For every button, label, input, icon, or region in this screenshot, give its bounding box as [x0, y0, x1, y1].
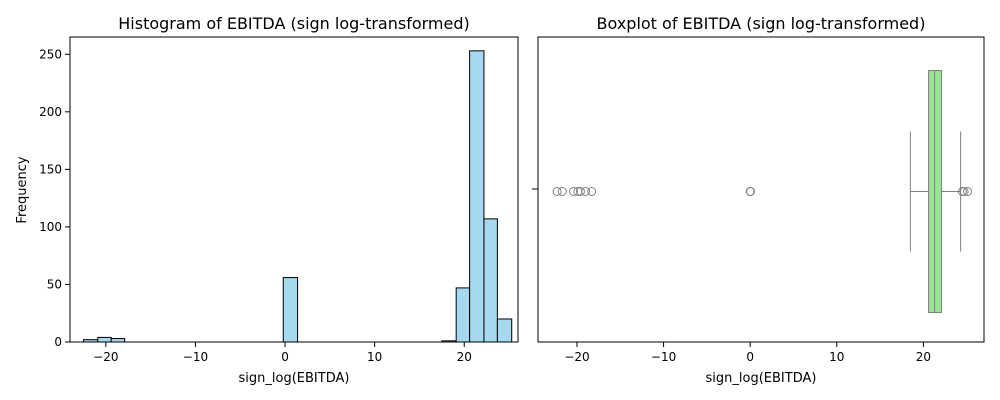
histogram-bar	[496, 318, 513, 343]
boxplot-outlier	[587, 187, 597, 196]
boxplot-outlier	[746, 187, 756, 196]
boxplot-outlier	[581, 187, 591, 196]
boxplot-x-axis-label: sign_log(EBITDA)	[706, 371, 817, 386]
histogram-bar	[110, 338, 126, 343]
histogram-x-ticks: −20 −10 0 10 20	[93, 342, 472, 364]
histogram-x-axis-label: sign_log(EBITDA)	[239, 371, 350, 386]
histogram-bar	[97, 336, 112, 343]
histogram-axes-frame	[69, 36, 519, 343]
boxplot-x-ticks: −20 −10 0 10 20	[564, 342, 931, 364]
boxplot-axes-frame	[537, 36, 985, 343]
boxplot-outlier	[959, 187, 969, 196]
boxplot-x-tick-label: 10	[829, 350, 844, 364]
histogram-x-tick-label: 10	[367, 350, 382, 364]
histogram-y-tick-label: 50	[47, 277, 62, 291]
boxplot-outlier	[575, 187, 585, 196]
boxplot-x-tick-label: −20	[564, 350, 589, 364]
histogram-y-tick-label: 100	[39, 220, 62, 234]
histogram-y-tick-label: 0	[54, 335, 62, 349]
histogram-x-tick-label: −20	[93, 350, 118, 364]
boxplot-outlier	[963, 187, 973, 196]
histogram-panel: Histogram of EBITDA (sign log-transforme…	[15, 14, 519, 386]
histogram-y-tick-label: 200	[39, 105, 62, 119]
histogram-bar	[483, 218, 498, 343]
histogram-y-tick-label: 250	[39, 47, 62, 61]
boxplot-x-tick-label: 0	[746, 350, 754, 364]
histogram-y-ticks: 0 50 100 150 200 250	[39, 47, 70, 349]
boxplot-x-tick-label: −10	[651, 350, 676, 364]
histogram-bar	[469, 50, 485, 343]
histogram-x-tick-label: 20	[457, 350, 472, 364]
boxplot-elements	[552, 70, 973, 313]
histogram-bar	[282, 277, 299, 343]
histogram-y-tick-label: 150	[39, 162, 62, 176]
boxplot-x-tick-label: 20	[916, 350, 931, 364]
boxplot-outlier	[552, 187, 562, 196]
histogram-bars	[82, 50, 513, 343]
histogram-x-tick-label: 0	[281, 350, 289, 364]
boxplot-panel: Boxplot of EBITDA (sign log-transformed)…	[532, 14, 985, 386]
boxplot-title: Boxplot of EBITDA (sign log-transformed)	[597, 14, 926, 33]
histogram-title: Histogram of EBITDA (sign log-transforme…	[118, 14, 470, 33]
histogram-x-tick-label: −10	[183, 350, 208, 364]
boxplot-outlier	[557, 187, 567, 196]
boxplot-outlier	[569, 187, 579, 196]
histogram-bar	[455, 287, 471, 343]
histogram-y-axis-label: Frequency	[15, 156, 30, 223]
